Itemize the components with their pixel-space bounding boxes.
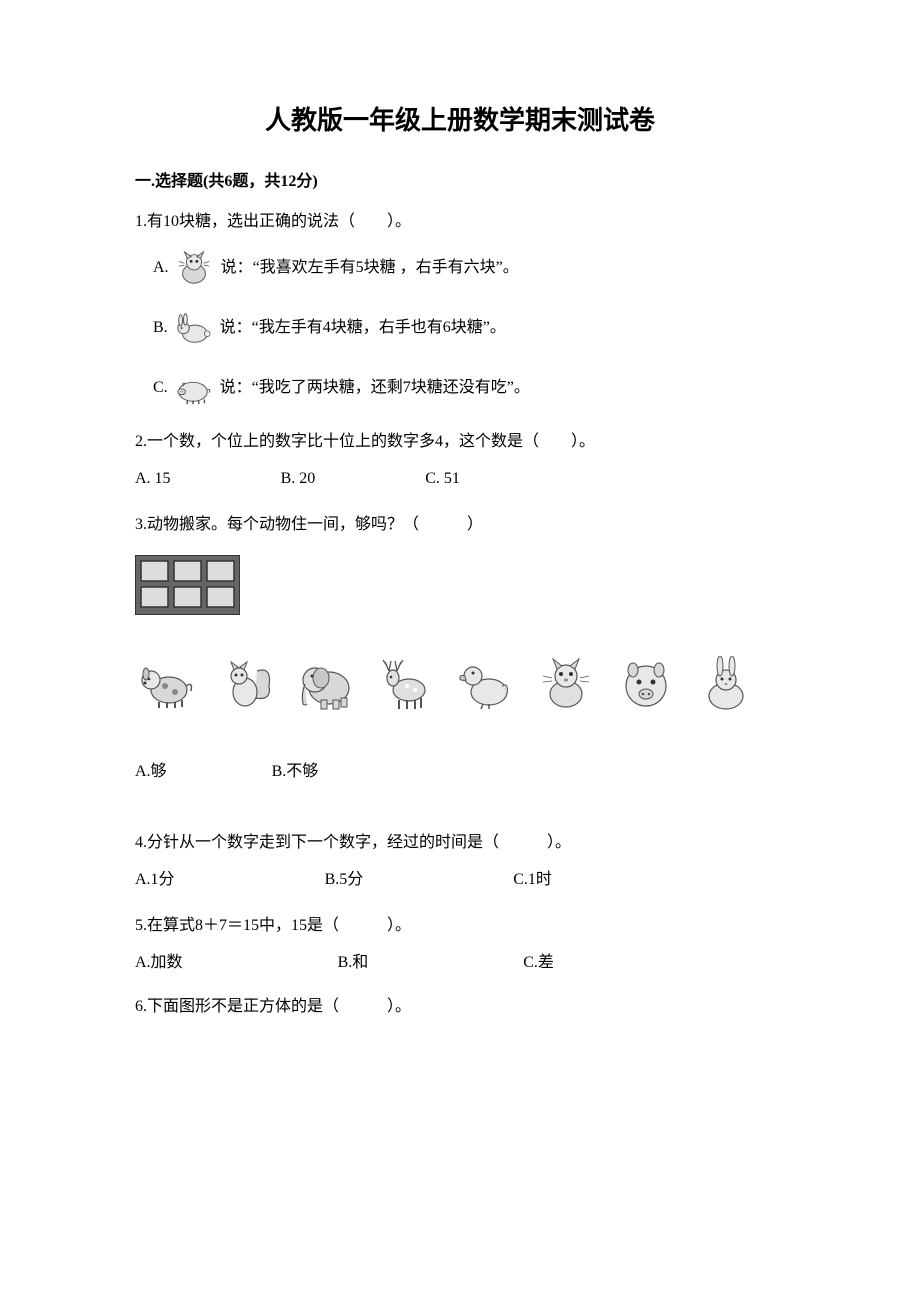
pig-face-icon bbox=[615, 654, 677, 714]
question-1: 1.有10块糖，选出正确的说法（ ）。 A. 说：“我喜欢左手有5块糖 ，右手有… bbox=[135, 209, 785, 409]
question-2-text: 2.一个数，个位上的数字比十位上的数字多4，这个数是（ ）。 bbox=[135, 429, 785, 455]
cat-icon bbox=[535, 654, 597, 714]
duck-icon bbox=[455, 654, 517, 714]
option-label: B. bbox=[153, 315, 168, 341]
option-label: A. bbox=[153, 255, 169, 281]
question-3: 3.动物搬家。每个动物住一间，够吗？（ ） bbox=[135, 512, 785, 785]
q1-option-b: B. 说：“我左手有4块糖，右手也有6块糖”。 bbox=[153, 307, 785, 349]
q3-option-a: A.够 bbox=[135, 759, 167, 785]
q5-option-a: A.加数 bbox=[135, 950, 183, 976]
rabbit-icon bbox=[695, 654, 757, 714]
q4-option-a: A.1分 bbox=[135, 867, 175, 893]
squirrel-icon bbox=[215, 654, 277, 714]
option-label: C. bbox=[153, 375, 168, 401]
question-6-text: 6.下面图形不是正方体的是（ ）。 bbox=[135, 994, 785, 1020]
question-5: 5.在算式8＋7＝15中，15是（ ）。 A.加数 B.和 C.差 bbox=[135, 913, 785, 976]
question-3-text: 3.动物搬家。每个动物住一间，够吗？（ ） bbox=[135, 512, 785, 538]
q2-options: A. 15 B. 20 C. 51 bbox=[135, 466, 785, 492]
pig-icon bbox=[172, 367, 214, 409]
q5-option-c: C.差 bbox=[523, 950, 554, 976]
rabbit-icon bbox=[172, 307, 214, 349]
q5-option-b: B.和 bbox=[338, 950, 369, 976]
deer-icon bbox=[375, 654, 437, 714]
q2-option-a: A. 15 bbox=[135, 466, 171, 492]
option-text: 说：“我喜欢左手有5块糖 ，右手有六块”。 bbox=[221, 255, 519, 281]
q3-options: A.够 B.不够 bbox=[135, 759, 785, 785]
q5-options: A.加数 B.和 C.差 bbox=[135, 950, 785, 976]
q1-option-a: A. 说：“我喜欢左手有5块糖 ，右手有六块”。 bbox=[153, 247, 785, 289]
elephant-icon bbox=[295, 654, 357, 714]
question-4: 4.分针从一个数字走到下一个数字，经过的时间是（ ）。 A.1分 B.5分 C.… bbox=[135, 830, 785, 893]
page-title: 人教版一年级上册数学期末测试卷 bbox=[135, 100, 785, 137]
q2-option-b: B. 20 bbox=[281, 466, 316, 492]
q4-options: A.1分 B.5分 C.1时 bbox=[135, 867, 785, 893]
q1-option-c: C. 说：“我吃了两块糖，还剩7块糖还没有吃”。 bbox=[153, 367, 785, 409]
option-text: 说：“我吃了两块糖，还剩7块糖还没有吃”。 bbox=[220, 375, 530, 401]
dog-icon bbox=[135, 654, 197, 714]
q4-option-c: C.1时 bbox=[513, 867, 552, 893]
question-2: 2.一个数，个位上的数字比十位上的数字多4，这个数是（ ）。 A. 15 B. … bbox=[135, 429, 785, 492]
question-5-text: 5.在算式8＋7＝15中，15是（ ）。 bbox=[135, 913, 785, 939]
cat-icon bbox=[173, 247, 215, 289]
section-header: 一.选择题(共6题，共12分) bbox=[135, 167, 785, 191]
q2-option-c: C. 51 bbox=[425, 466, 460, 492]
question-4-text: 4.分针从一个数字走到下一个数字，经过的时间是（ ）。 bbox=[135, 830, 785, 856]
q3-option-b: B.不够 bbox=[272, 759, 319, 785]
animals-row bbox=[135, 654, 785, 714]
q4-option-b: B.5分 bbox=[325, 867, 364, 893]
question-6: 6.下面图形不是正方体的是（ ）。 bbox=[135, 994, 785, 1020]
option-text: 说：“我左手有4块糖，右手也有6块糖”。 bbox=[220, 315, 506, 341]
question-1-text: 1.有10块糖，选出正确的说法（ ）。 bbox=[135, 209, 785, 235]
house-grid-icon bbox=[135, 555, 785, 624]
